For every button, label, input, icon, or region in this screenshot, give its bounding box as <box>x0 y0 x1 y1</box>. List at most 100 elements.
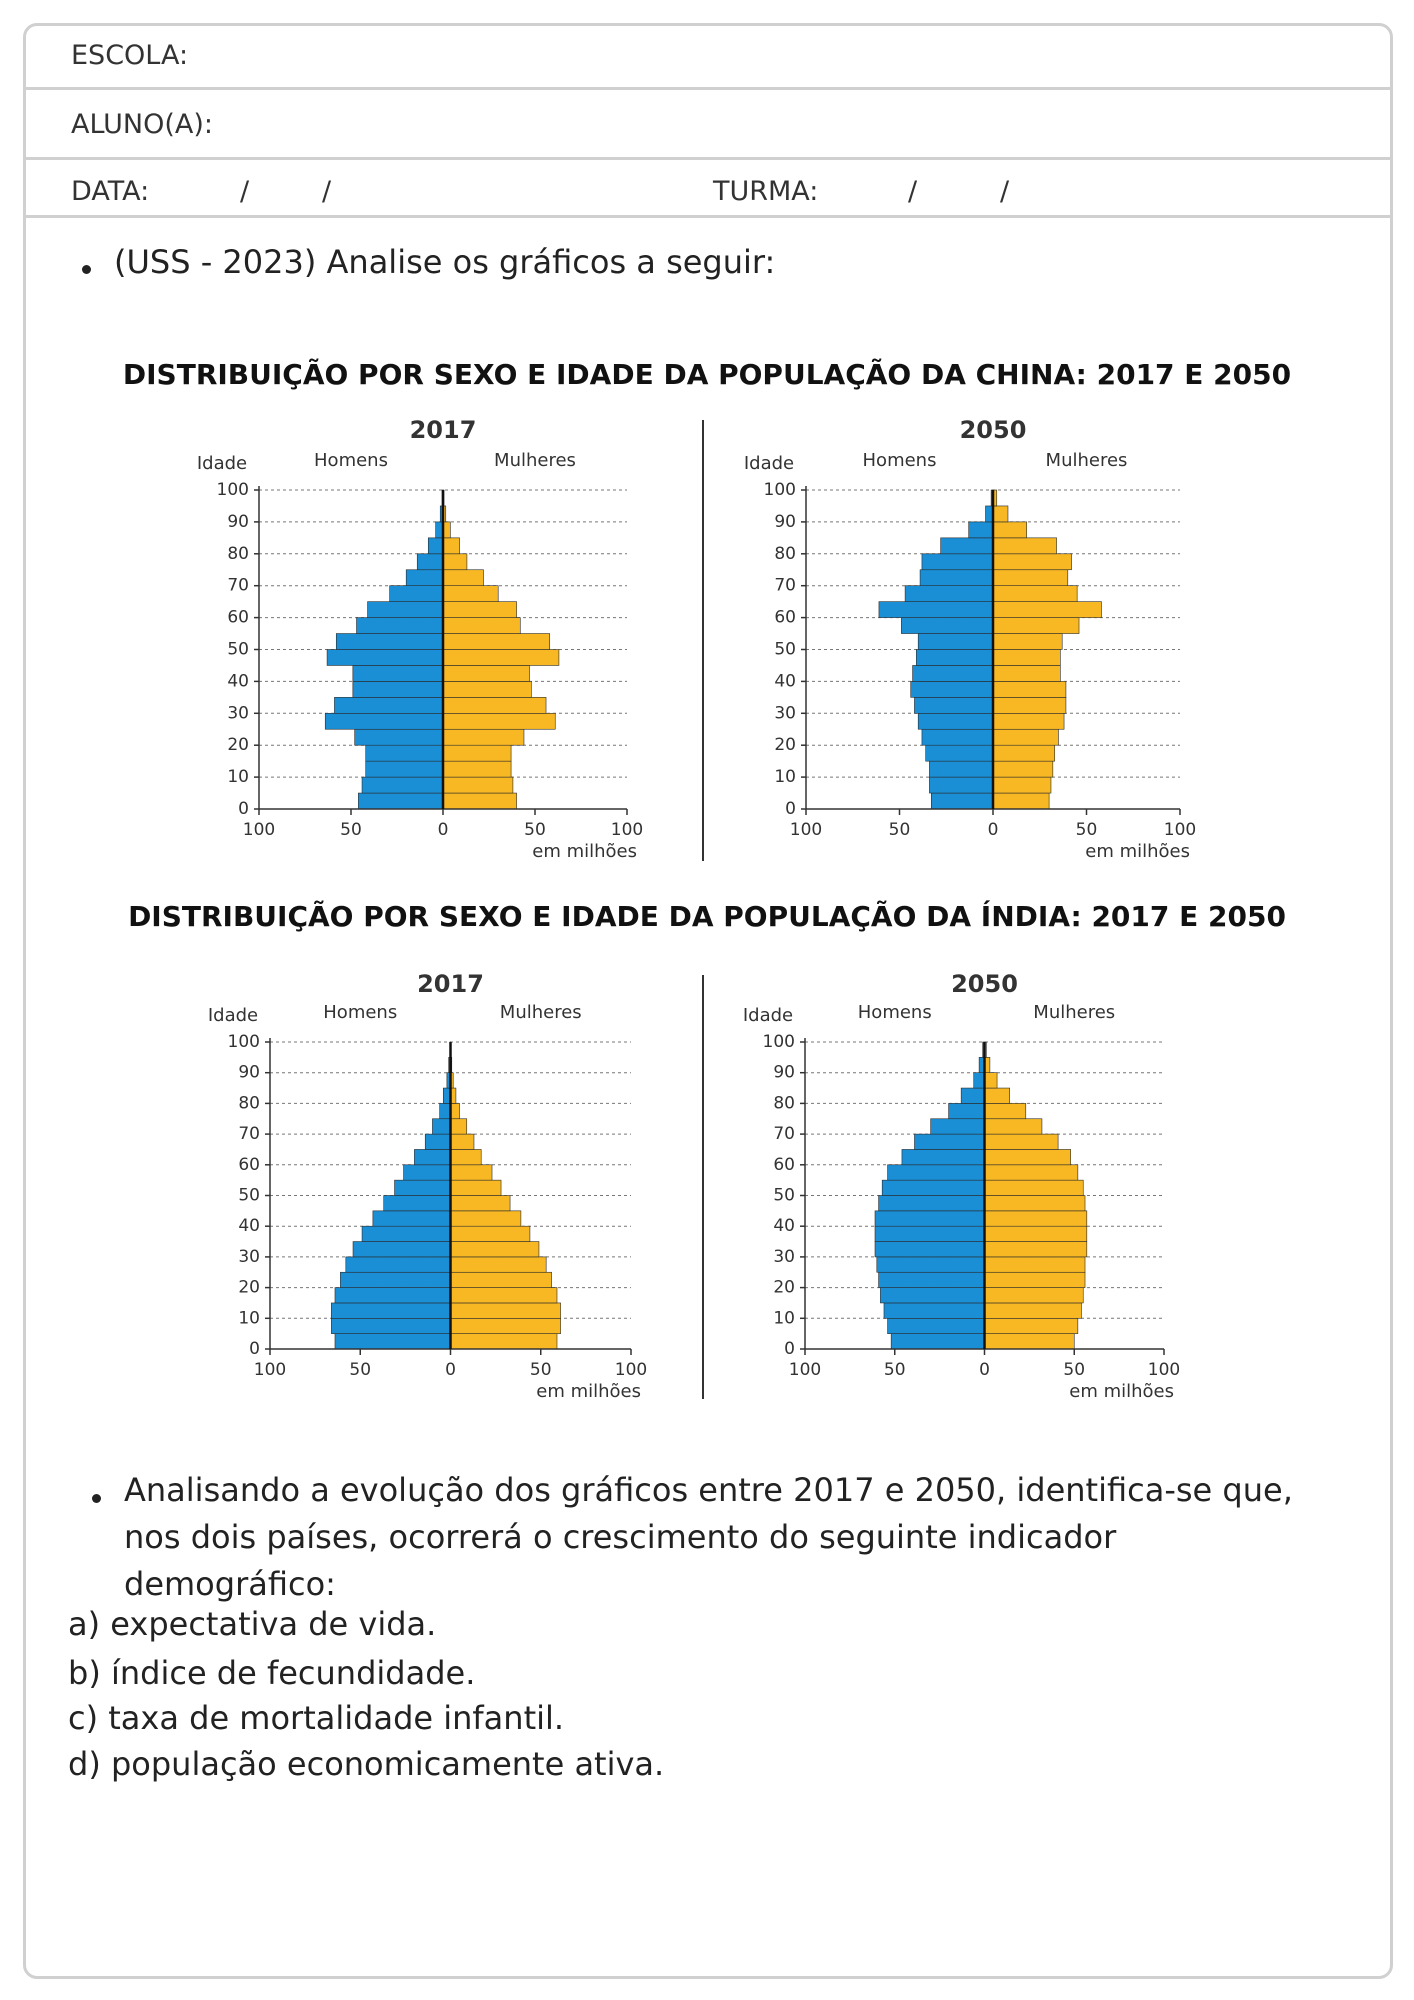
bar <box>973 1072 985 1089</box>
x-tick-label: 50 <box>349 1360 371 1380</box>
x-tick-label: 0 <box>988 820 999 840</box>
y-tick-label: 70 <box>238 1124 260 1144</box>
bar <box>450 1241 540 1258</box>
x-tick-label: 50 <box>524 820 546 840</box>
y-tick-label: 80 <box>238 1093 260 1113</box>
y-tick-label: 70 <box>774 576 796 596</box>
divider <box>23 157 1393 160</box>
y-tick-label: 80 <box>774 544 796 564</box>
legend-label: Mulheres <box>500 1002 582 1023</box>
bar <box>876 1256 985 1273</box>
legend-label: Homens <box>323 1002 397 1023</box>
bar <box>992 649 1061 666</box>
bar <box>916 649 994 666</box>
x-tick-label: 50 <box>1076 820 1098 840</box>
bar <box>442 712 556 730</box>
legend-label: Homens <box>858 1002 932 1023</box>
bar <box>367 601 444 618</box>
bar <box>992 712 1065 730</box>
option: b) índice de fecundidade. <box>68 1654 476 1692</box>
bar <box>887 1318 985 1334</box>
bar <box>450 1179 502 1196</box>
y-tick-label: 70 <box>227 576 249 596</box>
bullet <box>82 265 91 274</box>
bar <box>930 792 994 810</box>
bar <box>890 1333 985 1350</box>
bar <box>992 521 1027 539</box>
y-tick-label: 0 <box>785 799 796 819</box>
y-tick-label: 10 <box>774 767 796 787</box>
bar <box>992 776 1052 794</box>
section-title: DISTRIBUIÇÃO POR SEXO E IDADE DA POPULAÇ… <box>122 358 1292 391</box>
bar <box>361 776 444 794</box>
x-tick-label: 100 <box>611 820 643 840</box>
section-title: DISTRIBUIÇÃO POR SEXO E IDADE DA POPULAÇ… <box>128 900 1286 933</box>
y-tick-label: 20 <box>227 735 249 755</box>
y-tick-label: 0 <box>249 1339 260 1359</box>
y-tick-label: 40 <box>773 1216 795 1236</box>
page-frame <box>23 23 1393 1979</box>
bar <box>904 585 994 602</box>
bar <box>442 537 460 555</box>
y-tick-label: 90 <box>227 512 249 532</box>
bar <box>992 792 1050 810</box>
y-tick-label: 50 <box>227 640 249 660</box>
y-tick-label: 100 <box>217 480 249 500</box>
bar <box>450 1256 547 1273</box>
bar <box>992 728 1059 746</box>
bar <box>878 601 994 618</box>
bar <box>874 1210 985 1227</box>
bar <box>340 1271 451 1288</box>
x-tick-label: 100 <box>254 1360 286 1380</box>
x-axis-label: em milhões <box>1085 841 1190 862</box>
option: a) expectativa de vida. <box>68 1605 437 1643</box>
bar <box>414 1149 451 1166</box>
bar <box>365 760 444 778</box>
bar <box>361 1225 451 1242</box>
y-tick-label: 20 <box>238 1278 260 1298</box>
bar <box>992 617 1080 634</box>
bar <box>992 505 1009 523</box>
divider <box>23 215 1393 218</box>
bar <box>992 569 1069 586</box>
bar <box>878 1271 985 1288</box>
x-tick-label: 0 <box>445 1360 456 1380</box>
bar <box>921 728 994 746</box>
bar <box>365 744 444 762</box>
bar <box>358 792 444 810</box>
bar <box>416 553 444 571</box>
bar <box>442 569 484 586</box>
intro-text: (USS - 2023) Analise os gráficos a segui… <box>114 243 776 281</box>
bar <box>887 1164 985 1181</box>
bar <box>984 1103 1027 1120</box>
bar <box>383 1195 451 1212</box>
bar <box>403 1164 451 1181</box>
bar <box>874 1225 985 1242</box>
y-tick-label: 60 <box>238 1155 260 1175</box>
bar <box>984 1241 1088 1258</box>
bar <box>878 1195 985 1212</box>
bar <box>919 569 994 586</box>
bar <box>394 1179 451 1196</box>
bar <box>984 1133 1059 1150</box>
y-axis-label: Idade <box>208 1005 258 1026</box>
legend-label: Mulheres <box>494 450 576 471</box>
bar <box>450 1287 558 1304</box>
bar <box>442 792 517 810</box>
y-tick-label: 60 <box>227 608 249 628</box>
bullet <box>92 1494 101 1503</box>
bar <box>450 1118 468 1135</box>
bar <box>442 697 547 714</box>
y-tick-label: 10 <box>238 1308 260 1328</box>
bar <box>921 553 994 571</box>
y-axis-label: Idade <box>743 1005 793 1026</box>
bar <box>992 553 1072 571</box>
bar <box>984 1225 1088 1242</box>
bar <box>450 1318 561 1334</box>
bar <box>880 1287 985 1304</box>
bar <box>334 1333 451 1350</box>
y-tick-label: 90 <box>774 512 796 532</box>
y-tick-label: 50 <box>773 1186 795 1206</box>
y-tick-label: 10 <box>773 1308 795 1328</box>
bar <box>450 1302 561 1319</box>
